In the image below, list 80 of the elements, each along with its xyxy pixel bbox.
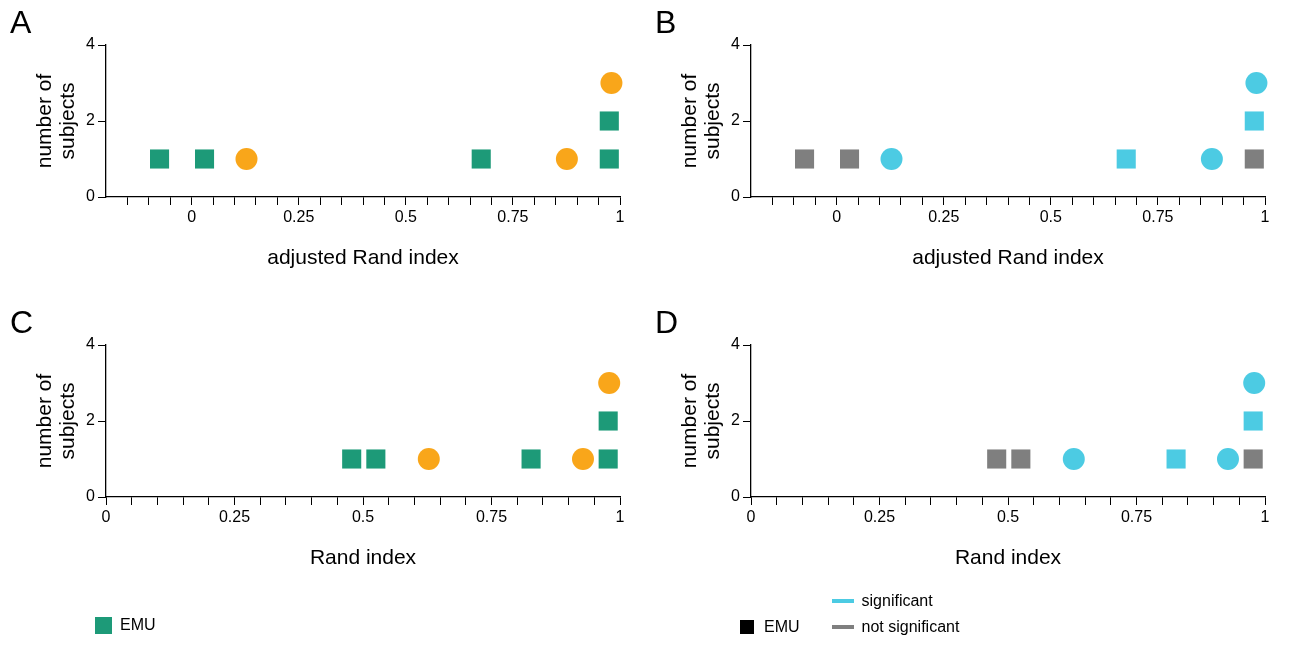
y-tick-label: 0 [86, 187, 96, 205]
x-tick-label: 0 [101, 508, 111, 526]
point [1166, 449, 1186, 469]
y-tick-label: 2 [86, 111, 96, 129]
point [1243, 372, 1266, 394]
x-axis-title: Rand index [309, 545, 417, 569]
point [521, 449, 541, 469]
x-axis-title: adjusted Rand index [267, 245, 460, 269]
point [1011, 449, 1031, 469]
point [1216, 448, 1239, 470]
y-axis-title: number of subjects [677, 373, 724, 469]
point [194, 149, 215, 169]
x-tick-label: 1 [1260, 208, 1270, 226]
x-tick-label: 0.75 [497, 208, 529, 226]
x-tick-label: 0.75 [475, 508, 508, 526]
x-tick-label: 1 [615, 208, 625, 226]
x-tick-label: 0.25 [283, 208, 315, 226]
point [366, 449, 386, 469]
x-tick-label: 0.5 [996, 508, 1020, 526]
point [599, 149, 619, 169]
point [598, 411, 618, 431]
x-tick-label: 0.75 [1120, 508, 1153, 526]
y-tick-label: 0 [731, 187, 741, 205]
y-axis-title: number of subjects [32, 73, 79, 169]
point [987, 449, 1007, 469]
point [1244, 149, 1264, 169]
y-tick-label: 0 [86, 487, 96, 505]
point [880, 148, 903, 170]
legend-label: not significant [861, 618, 960, 636]
legend-label: significant [861, 592, 933, 610]
point [417, 448, 440, 470]
x-axis-title: Rand index [954, 545, 1062, 569]
x-tick-label: 1 [615, 508, 625, 526]
y-axis-title: number of subjects [32, 373, 79, 469]
point [1245, 72, 1268, 94]
point [1200, 148, 1223, 170]
point [598, 372, 621, 394]
y-tick-label: 4 [86, 335, 96, 353]
point [1062, 448, 1085, 470]
x-tick-label: 0.25 [928, 208, 960, 226]
x-tick-label: 0.5 [394, 208, 418, 226]
point [571, 448, 594, 470]
point [1116, 149, 1136, 169]
y-tick-label: 0 [731, 487, 741, 505]
point [235, 148, 258, 170]
text: A [10, 3, 32, 40]
point [342, 449, 362, 469]
x-tick-label: 0.25 [863, 508, 896, 526]
text: D [655, 303, 679, 340]
legend-label: EMU [120, 616, 156, 634]
point [598, 449, 618, 469]
point [795, 149, 815, 169]
point [471, 149, 491, 169]
x-axis-title: adjusted Rand index [912, 245, 1105, 269]
point [600, 72, 623, 94]
text: B [655, 3, 677, 40]
text: EMU [764, 618, 800, 636]
x-tick-label: 0.25 [218, 508, 251, 526]
y-tick-label: 2 [731, 111, 741, 129]
y-tick-label: 2 [86, 411, 96, 429]
x-tick-label: 0 [187, 208, 197, 226]
x-tick-label: 0.5 [351, 508, 375, 526]
point [599, 111, 619, 131]
x-tick-label: 0 [832, 208, 842, 226]
point [1243, 449, 1263, 469]
y-tick-label: 2 [731, 411, 741, 429]
point [1243, 411, 1263, 431]
y-tick-label: 4 [86, 35, 96, 53]
x-tick-label: 0.5 [1039, 208, 1063, 226]
x-tick-label: 0.75 [1142, 208, 1174, 226]
text: C [10, 303, 34, 340]
x-tick-label: 0 [746, 508, 756, 526]
y-tick-label: 4 [731, 35, 741, 53]
y-axis-title: number of subjects [677, 73, 724, 169]
y-tick-label: 4 [731, 335, 741, 353]
point [150, 149, 170, 169]
point [555, 148, 578, 170]
point [1244, 111, 1264, 131]
point [839, 149, 860, 169]
x-tick-label: 1 [1260, 508, 1270, 526]
